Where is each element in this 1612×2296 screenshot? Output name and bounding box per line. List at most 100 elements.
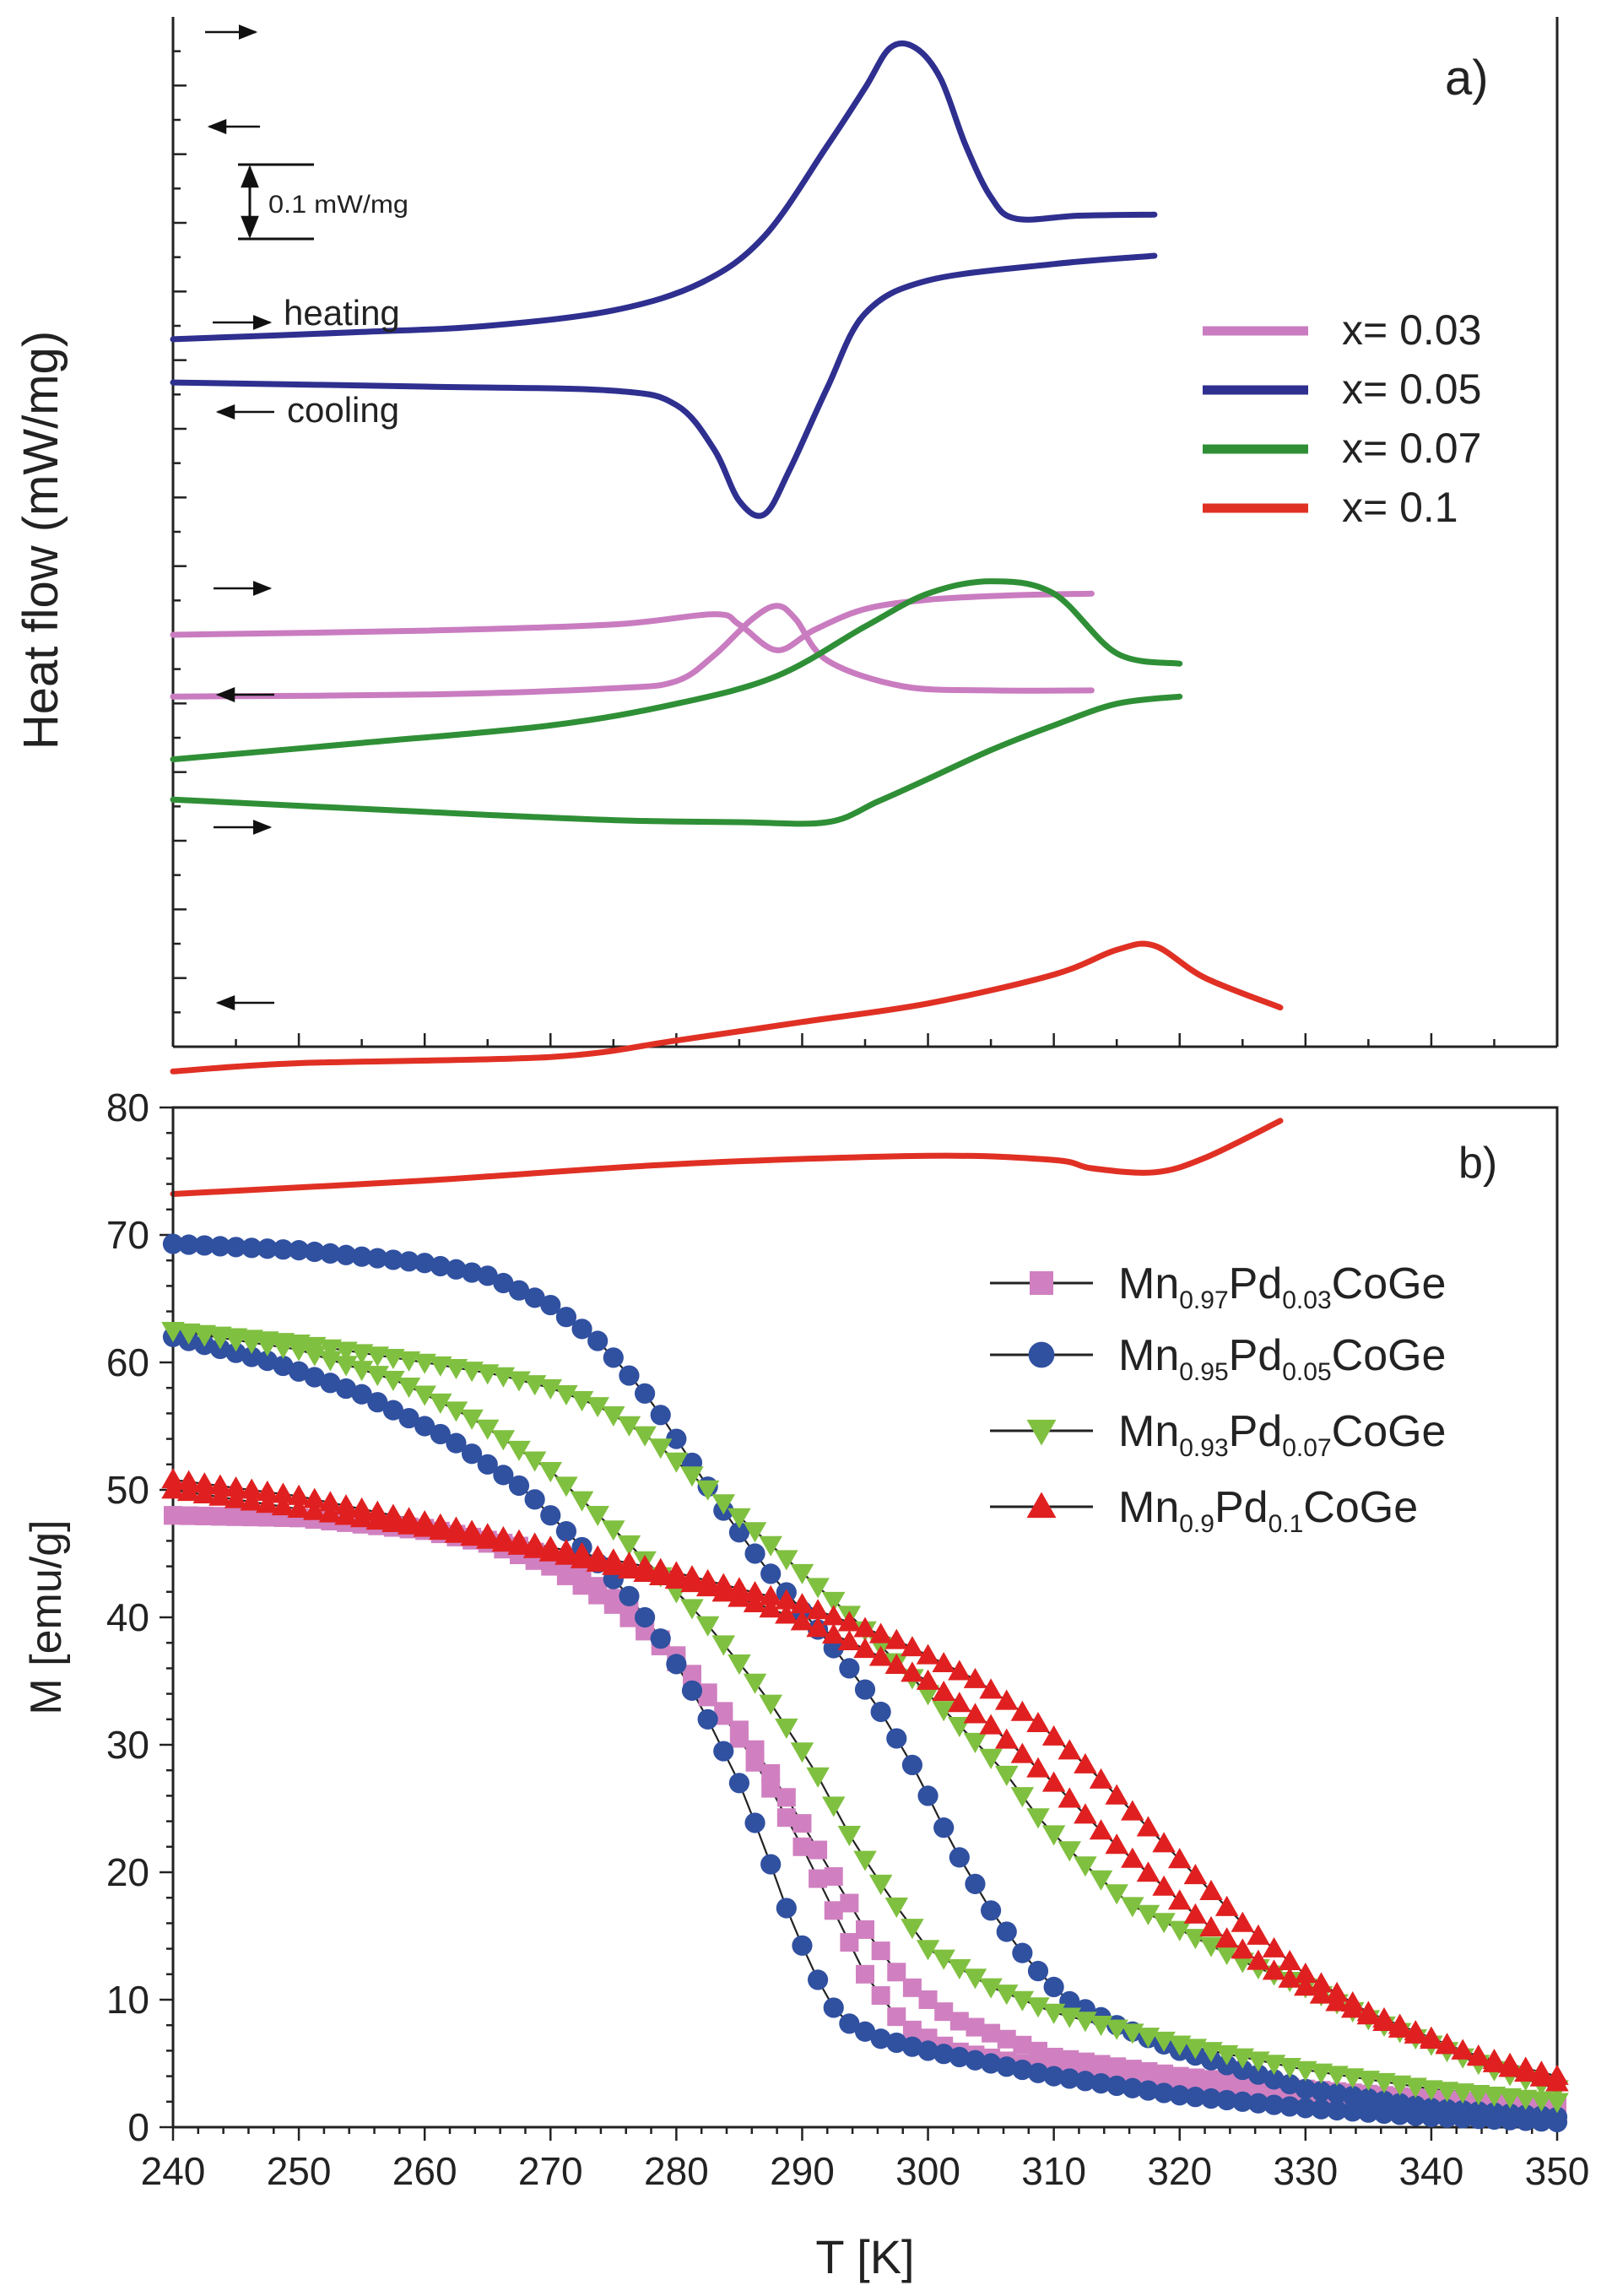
data-point (728, 1654, 751, 1676)
data-point (461, 1262, 483, 1283)
data-point (776, 1808, 796, 1828)
data-point (806, 1767, 830, 1788)
data-point (570, 1491, 594, 1512)
data-point (1214, 1895, 1239, 1916)
data-point (776, 1788, 796, 1807)
cooling-label: cooling (287, 390, 399, 430)
data-point (901, 1919, 924, 1940)
panel-b-label: b) (1458, 1139, 1497, 1188)
data-point (1529, 2060, 1554, 2082)
data-point (760, 1563, 782, 1584)
panel-b-markers (161, 1233, 1569, 2133)
data-point (856, 1920, 874, 1939)
panel-b-x-tick-label: 340 (1399, 2149, 1464, 2193)
data-point (522, 1537, 547, 1558)
data-point (210, 1507, 230, 1526)
data-point (554, 1384, 578, 1406)
legend-b-item: Mn0.95Pd0.05CoGe (990, 1331, 1446, 1386)
data-point (824, 1867, 843, 1887)
legend-a-label: x= 0.1 (1342, 484, 1458, 531)
data-point (1152, 1832, 1176, 1853)
panel-a-curves (170, 40, 1284, 1197)
data-point (996, 1921, 1017, 1942)
data-point (1388, 2017, 1412, 2038)
data-point (1167, 1848, 1192, 1869)
data-point (1295, 2078, 1316, 2099)
data-point (570, 1547, 594, 1568)
data-point (1089, 1870, 1113, 1891)
data-point (759, 1597, 782, 1618)
data-point (477, 1265, 498, 1286)
data-point (886, 2032, 907, 2054)
data-point (603, 1347, 624, 1368)
data-point (619, 1365, 640, 1386)
data-point (617, 1557, 641, 1578)
data-point (271, 1495, 295, 1516)
data-point (965, 2050, 986, 2071)
panel-b-magnetization-chart: 240 250 260 270 280 290 300 310 320 330 340 350 0 10… (22, 1086, 1589, 2283)
data-point (790, 1593, 814, 1614)
data-point (351, 1384, 372, 1405)
panel-b-x-tick-label: 350 (1525, 2149, 1590, 2193)
data-point (1060, 2050, 1079, 2069)
dsc-curve (170, 578, 1183, 763)
data-point (1107, 2057, 1127, 2077)
data-point (979, 1678, 1003, 1699)
panel-b-x-tick-label: 240 (141, 2149, 206, 2193)
data-point (1089, 1768, 1113, 1789)
legend-b-label: Mn0.97Pd0.03CoGe (1118, 1259, 1446, 1314)
data-point (664, 1568, 689, 1589)
data-point (1027, 2062, 1049, 2083)
data-point (1247, 2093, 1269, 2114)
data-point (680, 1466, 704, 1487)
data-point (1468, 2109, 1489, 2130)
panel-a-label: a) (1445, 51, 1489, 106)
data-point (994, 1765, 1019, 1786)
legend-b-marker (1026, 1492, 1057, 1519)
data-point (807, 1969, 829, 1990)
data-point (1231, 1911, 1255, 1932)
data-point (917, 2040, 939, 2061)
data-point (1167, 1920, 1192, 1941)
data-point (224, 1487, 248, 1508)
data-point (475, 1528, 500, 1549)
data-point (256, 1480, 279, 1501)
data-point (1311, 2081, 1332, 2102)
data-point (1232, 2059, 1253, 2081)
data-point (414, 1416, 435, 1437)
data-point (1482, 2048, 1507, 2070)
data-point (460, 1525, 484, 1546)
data-point (886, 1728, 907, 1749)
scale-bar: 0.1 mW/mg (238, 163, 408, 241)
data-point (1217, 2071, 1236, 2091)
data-point (1294, 1963, 1317, 1984)
data-point (837, 1629, 862, 1650)
data-point (287, 1497, 311, 1518)
data-point (790, 1563, 814, 1584)
data-point (1169, 2085, 1190, 2106)
data-point (743, 1673, 767, 1694)
data-point (1546, 2111, 1568, 2133)
data-point (997, 2029, 1016, 2049)
data-point (1043, 1976, 1064, 1997)
data-point (1105, 1784, 1128, 1805)
data-point (619, 1585, 640, 1606)
data-point (853, 1638, 877, 1659)
data-point (870, 2028, 891, 2050)
data-point (1451, 2083, 1474, 2104)
data-point (932, 1701, 955, 1722)
data-point (257, 1351, 278, 1372)
data-point (714, 1702, 733, 1721)
data-point (853, 1616, 877, 1638)
data-point (493, 1272, 514, 1294)
data-point (1435, 2082, 1459, 2103)
data-point (334, 1504, 358, 1525)
data-point (1372, 2010, 1396, 2032)
legend-b-label: Mn0.93Pd0.07CoGe (1118, 1407, 1446, 1462)
data-point (1044, 2047, 1063, 2066)
data-point (792, 1935, 813, 1956)
panel-b-y-tick-label: 40 (106, 1595, 149, 1639)
data-point (728, 1508, 751, 1529)
panel-b-x-tick-label: 270 (518, 2149, 583, 2193)
